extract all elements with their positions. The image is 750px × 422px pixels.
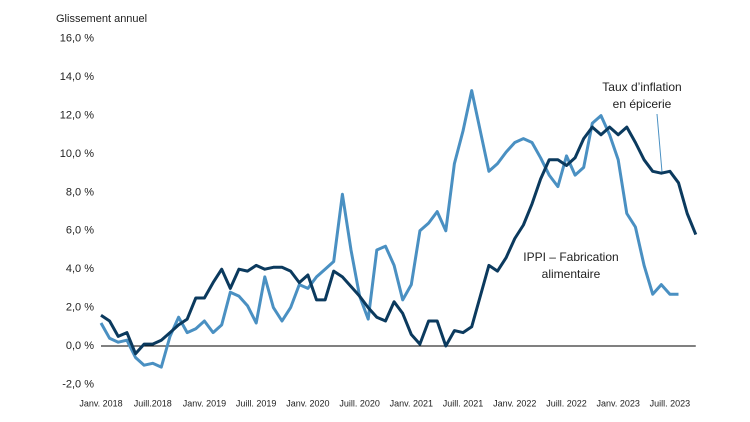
x-tick-label: Janv. 2020 <box>286 398 329 408</box>
x-tick-label: Juill.2018 <box>134 398 172 408</box>
y-tick-label: 10,0 % <box>60 148 94 160</box>
series-line <box>100 125 698 356</box>
y-tick-label: 0,0 % <box>66 340 94 352</box>
y-tick-label: -2,0 % <box>62 378 94 390</box>
y-tick-label: 16,0 % <box>60 33 94 45</box>
y-tick-label: 14,0 % <box>60 71 94 83</box>
annotation: IPPI – Fabrication <box>523 250 618 264</box>
x-tick-label: Janv. 2021 <box>390 398 433 408</box>
y-tick-label: 4,0 % <box>66 263 94 275</box>
x-tick-label: Janv. 2023 <box>597 398 640 408</box>
x-tick-label: Janv. 2022 <box>493 398 536 408</box>
y-tick-label: 8,0 % <box>66 186 94 198</box>
annotation-leader <box>656 113 663 173</box>
y-axis-title: Glissement annuel <box>56 13 147 25</box>
x-tick-label: Juill. 2021 <box>443 398 484 408</box>
annotation: Taux d’inflation <box>602 80 681 94</box>
x-tick-label: Juill. 2019 <box>236 398 277 408</box>
y-tick-label: 12,0 % <box>60 110 94 122</box>
x-tick-label: Janv. 2018 <box>79 398 122 408</box>
x-tick-label: Juill. 2020 <box>339 398 380 408</box>
annotation: alimentaire <box>542 267 601 281</box>
series-line <box>99 89 679 369</box>
y-tick-label: 6,0 % <box>66 225 94 237</box>
annotation: en épicerie <box>613 97 672 111</box>
x-tick-label: Juill. 2023 <box>650 398 691 408</box>
y-tick-label: 2,0 % <box>66 302 94 314</box>
x-tick-label: Janv. 2019 <box>183 398 226 408</box>
x-tick-label: Juill. 2022 <box>546 398 587 408</box>
